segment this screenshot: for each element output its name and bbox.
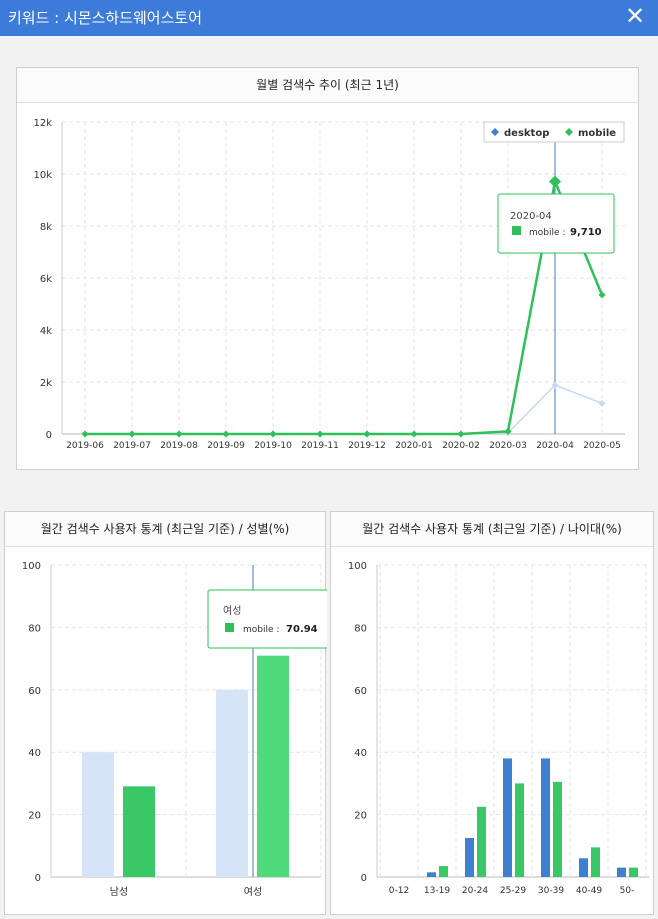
y-tick-label: 40 [28, 748, 41, 759]
y-tick-label: 6k [40, 274, 52, 285]
tooltip-value: 70.94 [286, 624, 318, 635]
tooltip-title: 2020-04 [510, 211, 552, 222]
y-tick-label: 80 [28, 623, 41, 634]
x-tick-label: 2020-03 [489, 441, 527, 451]
tooltip-title: 여성 [223, 605, 241, 617]
trend-chart-title: 월별 검색수 추이 (최근 1년) [17, 68, 638, 103]
y-tick-label: 8k [40, 222, 52, 233]
y-tick-label: 2k [40, 378, 52, 389]
tooltip-box [207, 589, 327, 649]
age-chart-panel: 월간 검색수 사용자 통계 (최근일 기준) / 나이대(%) 0 20 40 60 8… [330, 511, 654, 915]
gender-chart-panel: 월간 검색수 사용자 통계 (최근일 기준) / 성별(%) 0 20 40 60 80… [4, 511, 327, 915]
data-point-mobile [504, 427, 512, 435]
x-tick-label: 30-39 [538, 886, 564, 896]
age-chart-title: 월간 검색수 사용자 통계 (최근일 기준) / 나이대(%) [331, 512, 653, 547]
y-tick-label: 4k [40, 326, 52, 337]
tooltip-swatch [512, 226, 521, 235]
data-point-mobile [128, 430, 136, 438]
bar-desktop [503, 758, 512, 877]
data-point-mobile [222, 430, 230, 438]
data-point-mobile [410, 430, 418, 438]
x-tick-label: 2019-09 [207, 441, 245, 451]
data-point-mobile [316, 430, 324, 438]
x-tick-label: 13-19 [424, 886, 450, 896]
legend-box [483, 121, 625, 143]
bar-mobile [515, 783, 524, 877]
bar-desktop [617, 867, 626, 877]
y-tick-label: 12k [33, 118, 52, 129]
y-tick-label: 100 [22, 561, 41, 572]
bar-desktop [541, 758, 550, 877]
y-tick-label: 0 [361, 873, 367, 884]
data-point-mobile [457, 430, 465, 438]
bar-desktop [216, 689, 248, 877]
y-tick-label: 60 [354, 686, 367, 697]
y-tick-label: 60 [28, 686, 41, 697]
y-tick-label: 40 [354, 748, 367, 759]
bar-mobile [591, 847, 600, 877]
x-tick-label: 2019-07 [113, 441, 151, 451]
bar-desktop [427, 872, 436, 877]
data-point-mobile [269, 430, 277, 438]
bar-mobile [553, 781, 562, 877]
data-point-mobile [549, 175, 561, 188]
bar-desktop [82, 752, 114, 877]
y-tick-label: 80 [354, 623, 367, 634]
tooltip-value: 9,710 [570, 227, 602, 238]
data-point-mobile [81, 430, 89, 438]
x-tick-label: 2020-02 [442, 441, 480, 451]
gender-chart-title: 월간 검색수 사용자 통계 (최근일 기준) / 성별(%) [5, 512, 325, 547]
y-tick-label: 100 [348, 561, 367, 572]
bar-mobile [629, 867, 638, 877]
series-line-desktop [85, 384, 603, 435]
bar-desktop [579, 858, 588, 877]
data-point-mobile [363, 430, 371, 438]
tooltip-box [497, 193, 615, 254]
window-title: 키워드 : 시몬스하드웨어스토어 [8, 9, 202, 27]
age-chart: 0 20 40 60 80 100 0-12 13-19 20-24 25-29 30-39 40-4… [348, 561, 649, 896]
x-tick-label: 20-24 [462, 886, 488, 896]
x-tick-label: 2019-06 [66, 441, 104, 451]
bar-mobile [123, 786, 155, 877]
tooltip-series: mobile : [243, 625, 279, 635]
series-line-mobile [85, 177, 604, 436]
data-point-mobile [175, 430, 183, 438]
x-tick-label: 25-29 [500, 886, 526, 896]
close-icon[interactable]: ✕ [624, 2, 646, 30]
x-tick-label: 2019-10 [254, 441, 292, 451]
x-tick-label: 2019-08 [160, 441, 198, 451]
bar-desktop [465, 838, 474, 877]
y-tick-label: 20 [354, 811, 367, 822]
data-point-desktop [551, 381, 559, 389]
window-header: 키워드 : 시몬스하드웨어스토어 ✕ [0, 0, 658, 36]
y-tick-label: 0 [46, 430, 52, 441]
trend-chart-panel: 월별 검색수 추이 (최근 1년) 0 2k 4k 6k 8k 10k 12k 2019-06… [16, 67, 639, 470]
legend-label-mobile: mobile [578, 128, 616, 139]
x-tick-label: 여성 [244, 886, 262, 898]
legend-label-desktop: desktop [504, 128, 549, 139]
x-tick-label: 2020-04 [536, 441, 574, 451]
tooltip-swatch [225, 623, 234, 632]
tooltip-series: mobile : [529, 228, 565, 238]
x-tick-label: 2019-11 [301, 441, 339, 451]
x-tick-label: 2020-05 [583, 441, 621, 451]
y-tick-label: 0 [35, 873, 41, 884]
legend-marker-desktop [491, 128, 499, 136]
y-tick-label: 20 [28, 811, 41, 822]
data-point-mobile [598, 291, 606, 299]
bar-mobile [257, 655, 289, 877]
bar-mobile [439, 866, 448, 877]
x-tick-label: 0-12 [389, 886, 409, 896]
x-tick-label: 50- [620, 886, 635, 896]
x-tick-label: 2019-12 [348, 441, 386, 451]
data-point-desktop [598, 399, 606, 407]
x-tick-label: 40-49 [576, 886, 602, 896]
trend-chart: 0 2k 4k 6k 8k 10k 12k 2019-06 2019-07 2019-08 2019… [33, 118, 625, 451]
bar-mobile [477, 806, 486, 877]
y-tick-label: 10k [33, 170, 52, 181]
x-tick-label: 남성 [110, 886, 128, 898]
legend-marker-mobile [565, 128, 573, 136]
x-tick-label: 2020-01 [395, 441, 433, 451]
